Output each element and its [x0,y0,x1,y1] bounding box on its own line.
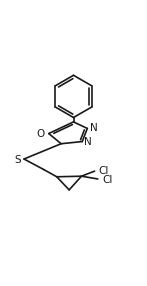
Text: Cl: Cl [102,175,112,185]
Text: Cl: Cl [98,166,109,176]
Text: O: O [37,128,45,138]
Text: N: N [84,137,92,147]
Text: N: N [90,124,98,134]
Text: S: S [15,155,21,165]
